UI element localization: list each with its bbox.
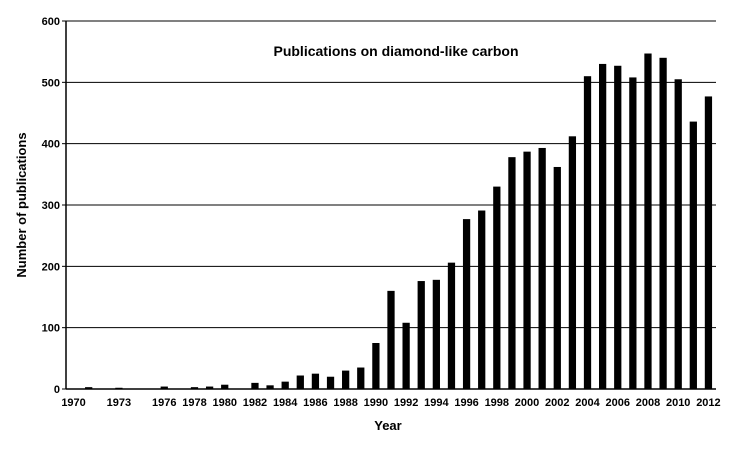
y-tick-label: 0 [54, 384, 60, 396]
x-tick-label: 1998 [485, 397, 509, 409]
x-tick-label: 1973 [107, 397, 131, 409]
x-tick-label: 2000 [515, 397, 539, 409]
y-tick-label: 100 [42, 323, 60, 335]
bar-1986 [311, 373, 320, 389]
bar-1987 [326, 376, 335, 389]
x-tick-label: 2002 [545, 397, 569, 409]
bar-2008 [644, 53, 652, 389]
bar-1989 [357, 367, 365, 389]
x-tick-label: 1986 [303, 397, 327, 409]
bar-2002 [553, 166, 561, 389]
bar-2004 [583, 76, 592, 389]
bar-1988 [342, 370, 350, 389]
bar-1983 [266, 385, 274, 389]
x-tick-label: 1970 [61, 397, 85, 409]
bar-1976 [160, 386, 168, 389]
y-axis-title: Number of publications [14, 132, 29, 277]
x-tick-label: 1992 [394, 397, 418, 409]
bar-1979 [205, 386, 214, 389]
bar-1994 [432, 279, 440, 389]
bar-1982 [251, 382, 259, 389]
bar-2003 [568, 136, 577, 389]
x-tick-labels: 1970 1973 1976 1978 1980 1982 1984 1986 1988 1990… [61, 397, 720, 409]
y-tick-label: 400 [42, 139, 60, 151]
bar-2007 [629, 77, 637, 390]
bar-series [85, 53, 713, 390]
bar-1995 [447, 262, 456, 389]
bar-1999 [508, 157, 516, 389]
y-tick-label: 300 [42, 200, 60, 212]
bar-2010 [674, 79, 682, 390]
bar-2011 [689, 121, 697, 389]
y-tick-label: 200 [42, 261, 60, 273]
x-tick-label: 2012 [696, 397, 720, 409]
bar-1985 [296, 375, 304, 389]
x-tick-label: 1982 [243, 397, 267, 409]
x-tick-label: 1996 [454, 397, 478, 409]
x-tick-label: 2008 [636, 397, 660, 409]
x-tick-label: 1980 [212, 397, 236, 409]
x-axis-title: Year [374, 418, 401, 433]
x-tick-label: 1984 [273, 397, 298, 409]
y-tick-labels: 0 100 200 300 400 500 600 [42, 16, 66, 396]
bar-2012 [704, 96, 713, 389]
bar-1991 [387, 290, 395, 389]
y-tick-label: 600 [42, 16, 60, 28]
gridlines [66, 20, 716, 329]
bar-2001 [538, 147, 546, 389]
x-tick-label: 1988 [333, 397, 357, 409]
bar-1971 [85, 387, 93, 389]
x-tick-label: 1978 [182, 397, 206, 409]
bar-1997 [478, 210, 486, 389]
bar-1978 [190, 387, 199, 389]
x-tick-label: 2004 [575, 397, 600, 409]
bar-1980 [221, 384, 229, 389]
y-tick-label: 500 [42, 77, 60, 89]
bar-1992 [402, 322, 410, 389]
bar-1990 [372, 343, 380, 389]
chart-title: Publications on diamond-like carbon [273, 43, 518, 59]
x-tick-label: 1976 [152, 397, 176, 409]
bar-1996 [462, 219, 471, 389]
x-tick-label: 2010 [666, 397, 690, 409]
bar-2000 [523, 151, 531, 389]
x-tick-label: 1990 [364, 397, 388, 409]
bar-1984 [281, 381, 289, 389]
x-tick-label: 2006 [605, 397, 629, 409]
bar-1998 [493, 186, 501, 389]
bar-1993 [417, 281, 425, 389]
bar-2006 [614, 65, 622, 390]
bar-2005 [599, 63, 607, 390]
x-tick-label: 1994 [424, 397, 449, 409]
bar-2009 [659, 57, 667, 390]
